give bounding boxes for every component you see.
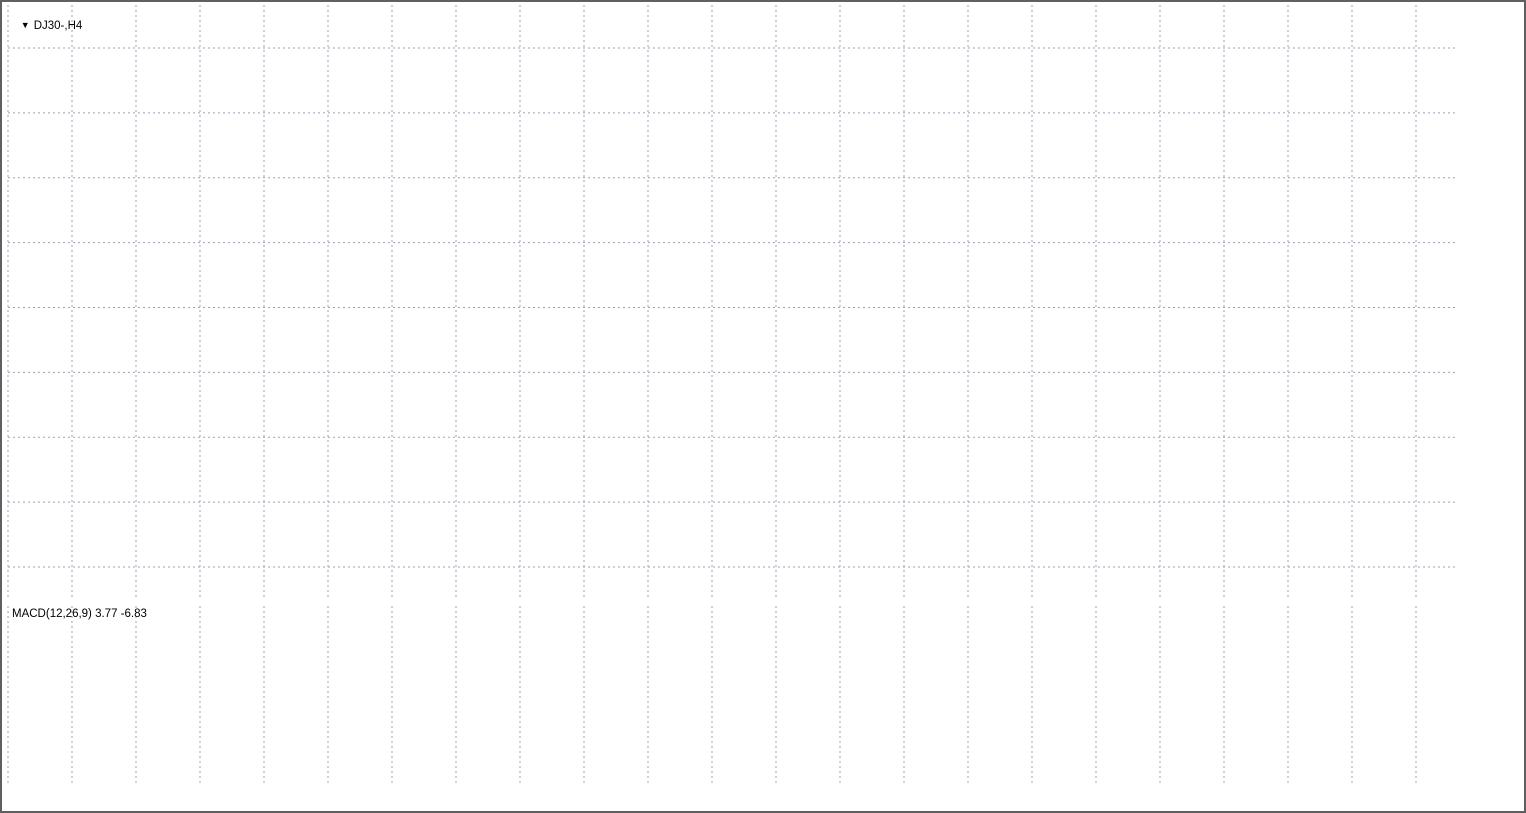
symbol-period-label: DJ30-,H4 [33,20,83,32]
macd-values: 3.77 -6.83 [95,608,147,620]
symbol-down-triangle-icon[interactable]: ▼ [20,20,30,30]
macd-name: MACD(12,26,9) [12,608,92,620]
chart-symbol-title: ▼ DJ30-,H4 [8,8,83,44]
macd-indicator-label: MACD(12,26,9) 3.77 -6.83 [12,608,147,620]
